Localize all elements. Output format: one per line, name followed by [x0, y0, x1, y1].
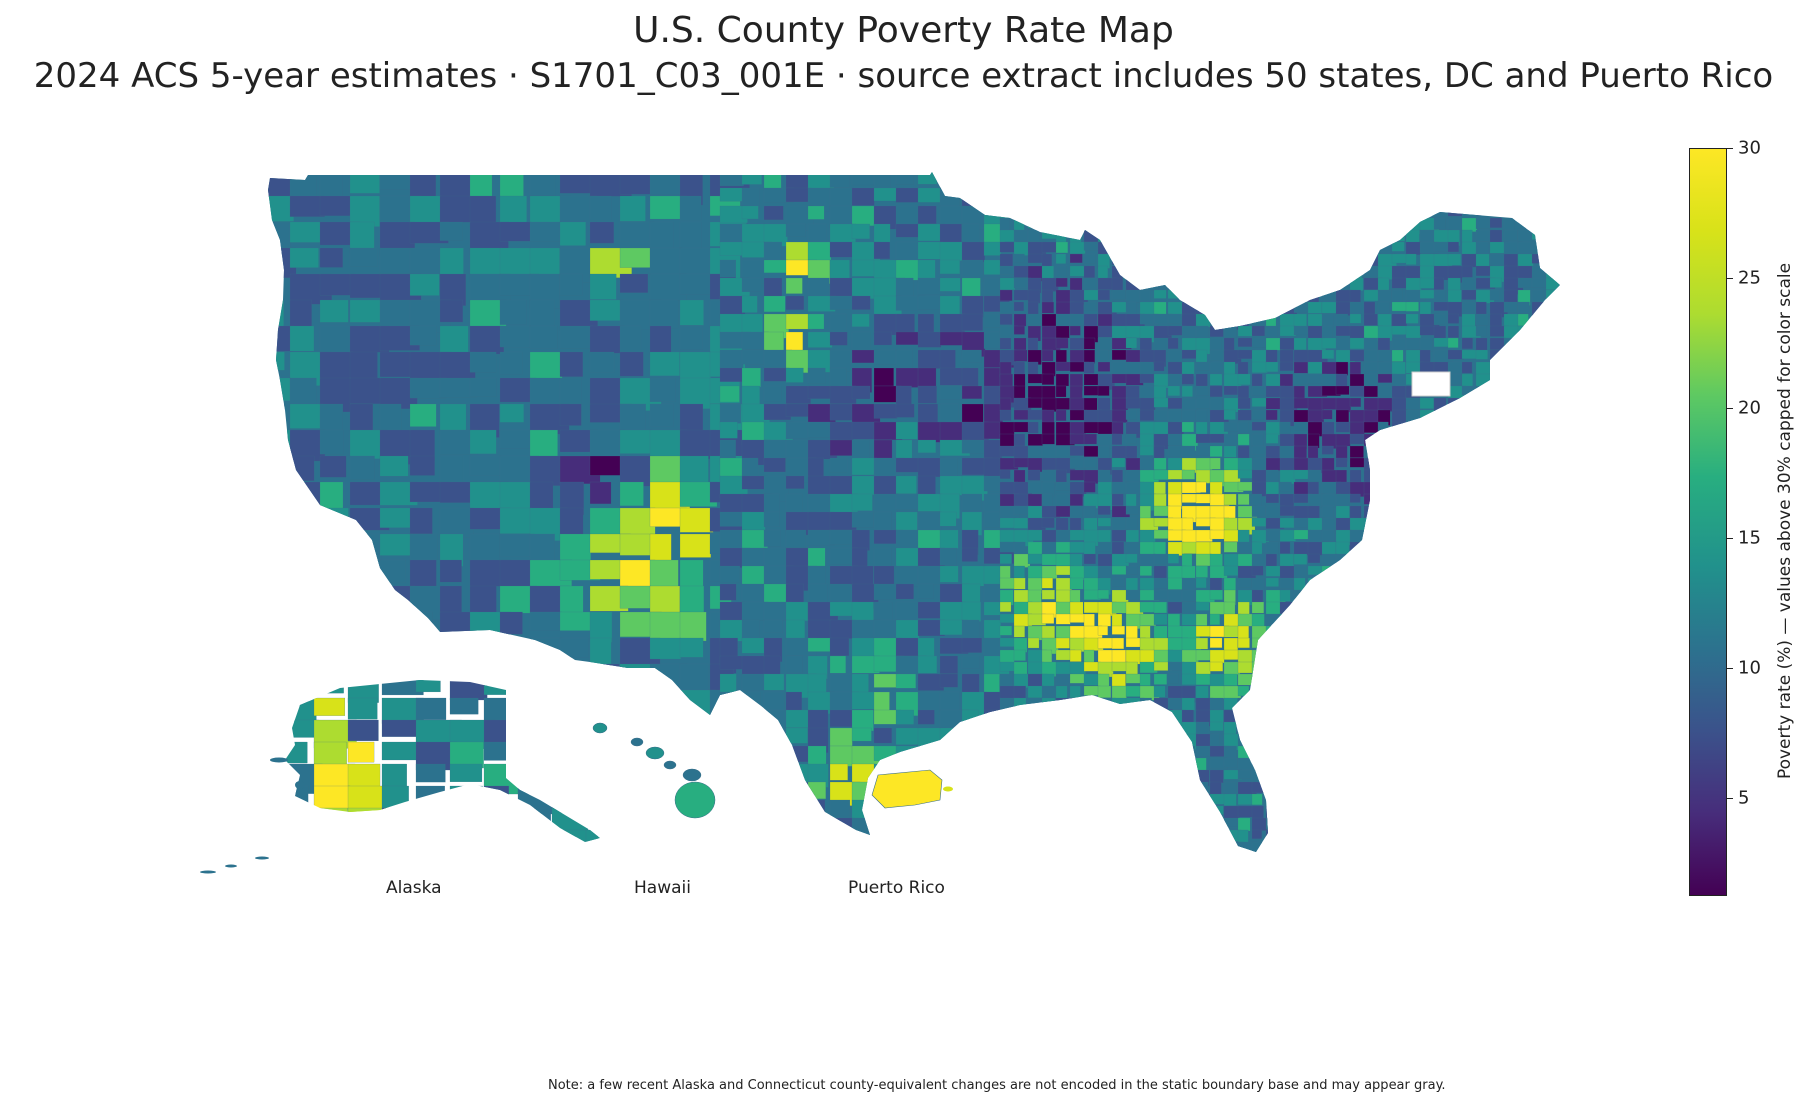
colorbar-tick-label: 30: [1738, 137, 1761, 159]
colorbar-tick: [1727, 148, 1733, 149]
map-title: U.S. County Poverty Rate Map: [633, 10, 1174, 51]
alaska-islands: [200, 757, 305, 874]
colorbar-tick-label: 10: [1738, 657, 1761, 679]
colorbar-tick: [1727, 797, 1733, 799]
footnote: Note: a few recent Alaska and Connecticu…: [548, 1078, 1446, 1093]
hawaii-label: Hawaii: [634, 878, 691, 898]
colorbar-tick-label: 5: [1738, 787, 1750, 809]
colorbar-tick-label: 20: [1738, 397, 1761, 419]
colorbar-tick-label: 15: [1738, 527, 1761, 549]
colorbar-tick: [1727, 277, 1733, 279]
connecticut-gray-area: [1411, 371, 1451, 397]
alaska-label: Alaska: [386, 878, 442, 898]
alaska-inset-counties[interactable]: [280, 676, 623, 858]
hawaii-inset-counties[interactable]: [592, 722, 716, 819]
us-outline: [1411, 371, 1451, 397]
colorbar-tick: [1727, 537, 1733, 539]
map-subtitle: 2024 ACS 5-year estimates · S1701_C03_00…: [33, 56, 1774, 96]
puerto-rico-label: Puerto Rico: [848, 878, 945, 898]
colorbar: [1689, 148, 1727, 896]
colorbar-label: Poverty rate (%) — values above 30% capp…: [1775, 262, 1795, 780]
colorbar-tick: [1727, 407, 1733, 409]
puerto-rico-inset-municipios[interactable]: [871, 769, 953, 809]
colorbar-tick-label: 25: [1738, 267, 1761, 289]
colorbar-tick: [1727, 667, 1733, 669]
